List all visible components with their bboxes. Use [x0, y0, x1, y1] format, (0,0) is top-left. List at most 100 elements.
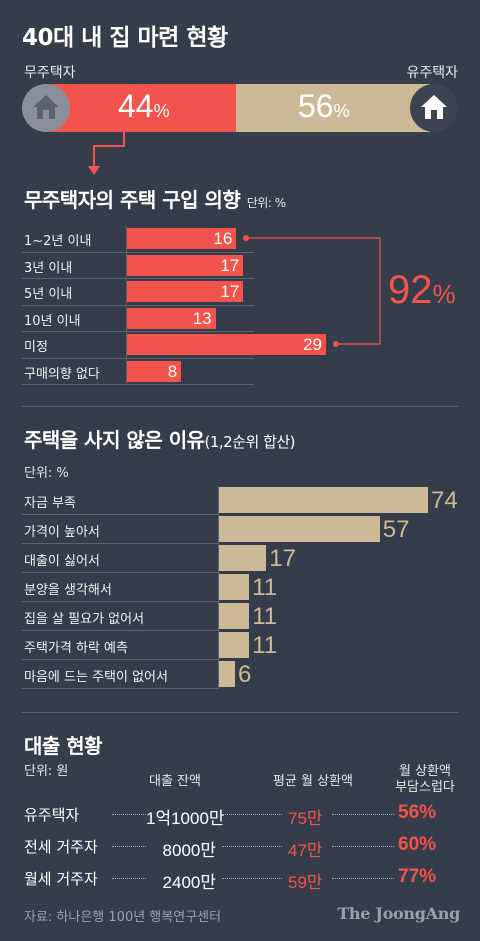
- bar-value-label: 17: [220, 255, 240, 275]
- home-owner-label: 유주택자: [406, 65, 458, 81]
- house-icon: [410, 84, 458, 132]
- bar-value-label: 11: [252, 632, 278, 659]
- home-owner-segment: [236, 84, 430, 132]
- no-home-owner-percent: 44%: [118, 88, 170, 124]
- row-line: [22, 251, 254, 253]
- loan-balance: 1억1000만: [146, 809, 225, 828]
- bar-value-label: 11: [252, 603, 278, 630]
- category-label: 10년 이내: [24, 313, 81, 329]
- burden-percent: 60%: [398, 834, 437, 855]
- bar: [126, 360, 182, 382]
- category-label: 분양을 생각해서: [24, 583, 112, 598]
- bar: [218, 545, 267, 571]
- bar-value-label: 8: [167, 361, 178, 381]
- bar: [218, 661, 236, 687]
- no-home-owner-label: 무주택자: [24, 65, 76, 81]
- category-label: 대출이 싫어서: [24, 554, 100, 569]
- bar: [126, 281, 244, 302]
- reasons-title: 주택을 사지 않은 이유(1,2순위 합산): [24, 428, 296, 452]
- axis-line: [126, 226, 127, 385]
- row-line: [22, 659, 218, 660]
- monthly-payment: 75만: [288, 809, 323, 828]
- row-line: [22, 514, 218, 515]
- column-header: 대출 잔액: [149, 774, 201, 789]
- no-home-owner-segment: [50, 84, 236, 132]
- house-icon: [22, 84, 70, 132]
- row-line: [22, 384, 254, 385]
- bar-value-label: 11: [252, 574, 278, 601]
- monthly-payment: 59만: [288, 873, 323, 892]
- loan-unit: 단위: 원: [24, 764, 69, 779]
- category-label: 1~2년 이내: [24, 234, 92, 249]
- burden-percent: 77%: [398, 866, 437, 887]
- loan-balance: 8000만: [162, 841, 216, 860]
- row-line: [22, 331, 254, 332]
- bar: [126, 334, 326, 355]
- row-line: [22, 601, 218, 602]
- bracket-92: [243, 235, 381, 347]
- bar: [218, 574, 250, 600]
- category-label: 5년 이내: [24, 287, 73, 302]
- loan-balance: 2400만: [162, 873, 216, 892]
- brand-logo: The JoongAng: [337, 904, 460, 923]
- bar-value-label: 29: [303, 335, 322, 354]
- bracket-total: 92%: [388, 268, 456, 312]
- leader-line: [112, 878, 146, 879]
- bar-value-label: 17: [269, 545, 296, 572]
- bar: [126, 307, 216, 329]
- bar: [218, 516, 380, 542]
- bar-value-label: 13: [192, 308, 212, 328]
- bar: [218, 487, 428, 513]
- leader-line: [222, 878, 282, 879]
- leader-line: [332, 846, 394, 847]
- source-note: 자료: 하나은행 100년 행복연구센터: [24, 910, 222, 925]
- leader-line: [332, 878, 394, 879]
- row-line: [22, 572, 218, 573]
- bar: [126, 254, 244, 276]
- ownership-split-bar: 44% 56%: [22, 84, 458, 132]
- bar-value-label: 74: [431, 487, 458, 514]
- category-label: 미정: [24, 340, 48, 355]
- row-line: [22, 304, 254, 306]
- row-line: [22, 278, 254, 279]
- column-header: 평균 월 상환액: [272, 774, 354, 789]
- leader-line: [112, 846, 146, 847]
- page-title: 40대 내 집 마련 현황: [22, 25, 228, 51]
- bar: [126, 228, 237, 249]
- purchase-intent-title: 무주택자의 주택 구입 의향 단위: %: [24, 188, 286, 212]
- bar: [218, 603, 250, 629]
- row-label: 유주택자: [24, 806, 80, 824]
- divider: [22, 406, 458, 407]
- leader-line: [222, 846, 282, 847]
- bar-value-label: 6: [238, 661, 252, 688]
- category-label: 가격이 높아서: [24, 525, 100, 540]
- bar: [218, 632, 250, 658]
- column-header: 월 상환액 부담스럽다: [395, 764, 455, 795]
- row-line: [22, 357, 254, 359]
- arrow-icon: [88, 132, 125, 175]
- category-label: 마음에 드는 주택이 없어서: [24, 670, 168, 685]
- row-label: 전세 거주자: [24, 838, 98, 856]
- monthly-payment: 47만: [288, 841, 323, 860]
- category-label: 자금 부족: [24, 496, 76, 511]
- home-owner-percent: 56%: [298, 88, 350, 124]
- row-label: 월세 거주자: [24, 870, 98, 888]
- category-label: 집을 살 필요가 없어서: [24, 612, 145, 627]
- bar-value-label: 57: [382, 516, 410, 543]
- loan-title: 대출 현황: [24, 734, 103, 758]
- row-line: [22, 688, 218, 689]
- category-label: 3년 이내: [24, 260, 73, 276]
- bar-value-label: 17: [220, 282, 240, 301]
- axis-line: [218, 486, 219, 689]
- row-line: [22, 543, 218, 544]
- row-line: [22, 630, 218, 631]
- reasons-unit: 단위: %: [24, 466, 69, 481]
- divider: [22, 712, 458, 713]
- category-label: 구매의향 없다: [24, 366, 100, 382]
- leader-line: [112, 814, 146, 815]
- burden-percent: 56%: [398, 802, 437, 823]
- bar-value-label: 16: [213, 229, 233, 248]
- leader-line: [222, 814, 282, 815]
- leader-line: [332, 814, 394, 815]
- category-label: 주택가격 하락 예측: [24, 641, 128, 656]
